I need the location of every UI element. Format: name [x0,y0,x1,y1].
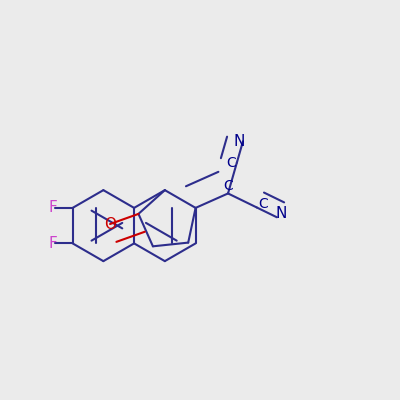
Text: F: F [48,236,57,251]
Text: O: O [104,216,116,232]
Text: N: N [275,206,286,221]
Text: N: N [233,134,245,149]
Text: C: C [223,178,233,192]
Text: F: F [48,200,57,215]
Text: C: C [226,156,236,170]
Text: C: C [258,196,268,210]
